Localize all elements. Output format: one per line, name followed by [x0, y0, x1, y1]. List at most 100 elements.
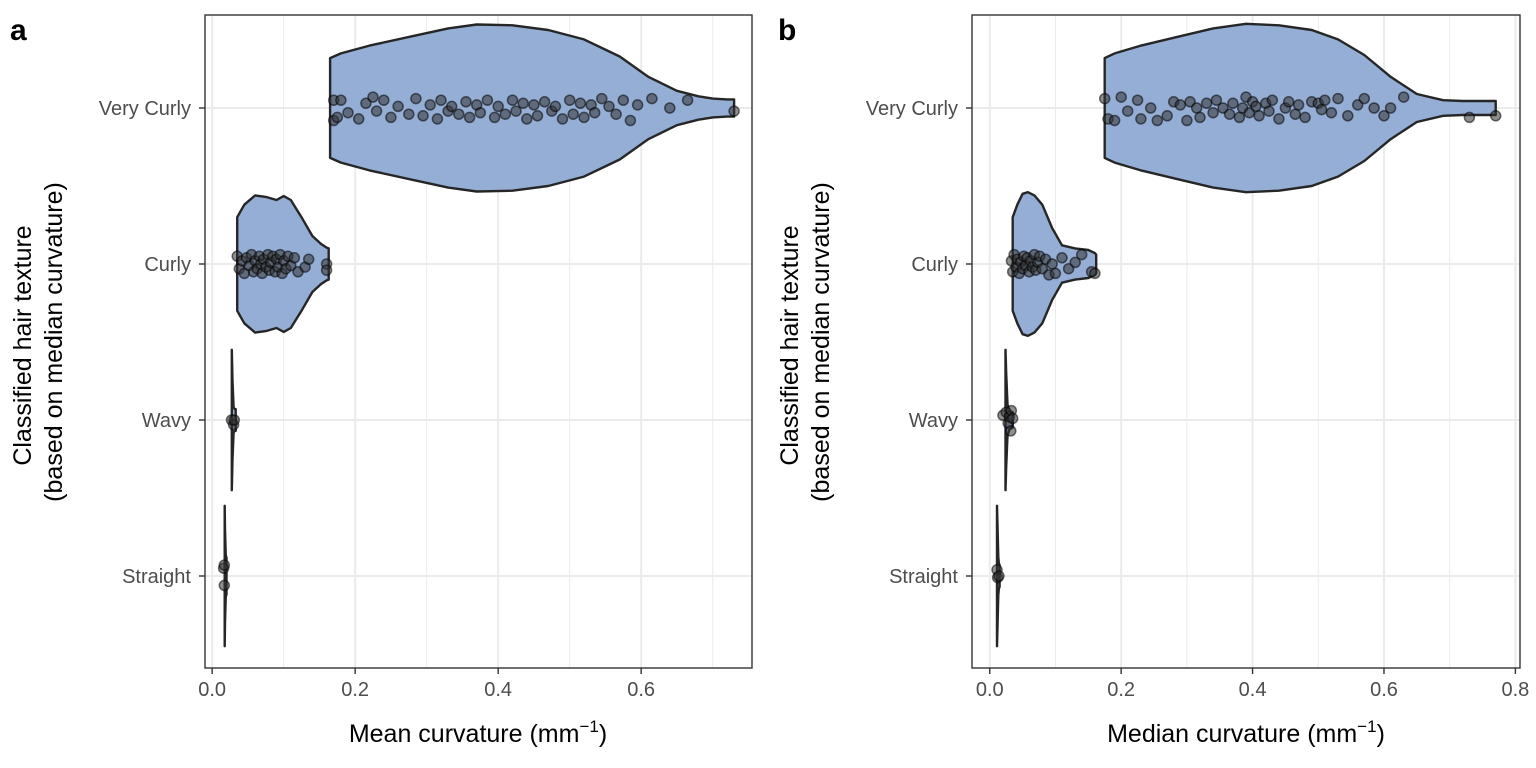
panel-a-point-very-curly — [664, 102, 676, 114]
panel-a-point-very-curly — [538, 96, 551, 108]
panel-b-x-tick-label: 0.4 — [1239, 679, 1267, 701]
panel-a-point-very-curly — [596, 92, 608, 105]
panel-b-point-very-curly — [1121, 105, 1134, 117]
panel-b-point-very-curly — [1098, 92, 1111, 105]
panel-a-x-tick-label: 0.4 — [484, 679, 512, 701]
panel-a-y-tick-label-straight: Straight — [122, 566, 191, 588]
panel-b-point-very-curly — [1282, 96, 1295, 108]
panel-a-point-very-curly — [521, 113, 533, 125]
panel-b-point-very-curly — [1174, 99, 1187, 111]
panel-b-frame — [971, 14, 1521, 669]
panel-b-point-very-curly — [1161, 110, 1173, 122]
panel-b-point-very-curly — [1115, 91, 1127, 103]
panel-a-y-axis-title: Classified hair texture (based on median… — [9, 182, 68, 502]
panel-a-point-very-curly — [510, 105, 522, 117]
panel-a-axes: 0.0 0.2 0.4 0.6 Very Curly Curly Wavy Straight — [99, 98, 655, 701]
panel-a-point-very-curly — [556, 113, 569, 125]
panel-b-point-curly — [1069, 256, 1081, 269]
panel-a: a 0.0 0.2 0.4 0.6 Very Curly Curly Wavy Straigh… — [9, 14, 753, 748]
panel-a-point-very-curly — [603, 100, 615, 113]
panel-b-point-very-curly — [1289, 108, 1302, 120]
panel-b-point-very-curly — [1384, 102, 1397, 114]
panel-a-x-axis-title: Mean curvature (mm−1) — [349, 717, 607, 748]
panel-b: b 0.0 0.2 0.4 0.6 0.8 Very Curly Curly Wavy Stra… — [776, 14, 1529, 748]
panel-a-y-tick-label-wavy: Wavy — [142, 410, 191, 432]
panel-a-point-very-curly — [610, 108, 622, 120]
panel-a-point-very-curly — [463, 111, 476, 124]
panel-a-point-very-curly — [574, 97, 587, 110]
panel-a-point-curly — [288, 252, 301, 264]
panel-b-point-very-curly — [1463, 111, 1476, 124]
panel-b-y-tick-label-straight: Straight — [889, 566, 958, 588]
panel-b-x-axis-title: Median curvature (mm−1) — [1107, 717, 1385, 748]
panel-b-point-very-curly — [1263, 105, 1275, 117]
panel-a-point-very-curly — [681, 94, 694, 106]
panel-a-point-very-curly — [474, 106, 487, 119]
panel-b-point-very-curly — [1227, 97, 1239, 110]
panel-a-point-very-curly — [342, 106, 354, 119]
panel-a-point-very-curly — [588, 106, 601, 119]
panel-a-point-very-curly — [435, 94, 447, 106]
panel-b-point-wavy — [1005, 425, 1017, 437]
panel-b-x-tick-label: 0.8 — [1501, 679, 1529, 701]
panel-a-x-tick-label: 0.2 — [341, 679, 369, 701]
panel-b-point-straight — [993, 570, 1005, 582]
panel-a-y-tick-label-curly: Curly — [144, 254, 191, 276]
panel-b-point-very-curly — [1292, 99, 1305, 111]
panel-a-point-very-curly — [646, 92, 658, 105]
panel-a-point-very-curly — [424, 99, 436, 111]
panel-b-point-very-curly — [1325, 106, 1338, 119]
panel-b-point-very-curly — [1397, 91, 1410, 103]
panel-b-point-very-curly — [1315, 103, 1328, 116]
panel-b-point-very-curly — [1250, 100, 1262, 113]
panel-a-point-curly — [302, 253, 315, 266]
panel-b-x-tick-label: 0.2 — [1107, 679, 1135, 701]
panel-b-point-curly — [1056, 252, 1068, 264]
panel-b-point-very-curly — [1144, 102, 1157, 114]
panel-a-point-very-curly — [549, 100, 562, 113]
panel-b-point-very-curly — [1253, 110, 1265, 122]
panel-b-y-tick-label-very-curly: Very Curly — [866, 98, 958, 120]
panel-a-point-very-curly — [567, 108, 579, 120]
panel-a-point-very-curly — [360, 97, 372, 110]
panel-b-y-tick-label-curly: Curly — [911, 254, 958, 276]
panel-b-point-very-curly — [1223, 108, 1236, 120]
panel-a-point-very-curly — [624, 114, 637, 127]
panel-b-point-very-curly — [1273, 113, 1285, 125]
panel-b-y-axis-title: Classified hair texture (based on median… — [776, 182, 835, 502]
panel-a-point-very-curly — [563, 94, 576, 106]
panel-b-point-very-curly — [1181, 114, 1193, 127]
panel-a-y-tick-label-very-curly: Very Curly — [99, 98, 191, 120]
panel-a-point-very-curly — [492, 100, 504, 113]
panel-a-point-very-curly — [631, 99, 644, 111]
panel-b-point-very-curly — [1233, 111, 1246, 124]
panel-a-point-very-curly — [403, 108, 415, 120]
panel-a-point-very-curly — [460, 96, 472, 108]
panel-a-frame — [204, 14, 753, 669]
panel-a-point-very-curly — [481, 94, 494, 106]
panel-a-point-very-curly — [367, 91, 379, 103]
panel-a-point-very-curly — [531, 110, 544, 122]
panel-a-point-very-curly — [352, 113, 365, 125]
panel-b-axes: 0.0 0.2 0.4 0.6 0.8 Very Curly Curly Wavy Straig… — [866, 98, 1530, 701]
panel-a-point-very-curly — [499, 108, 512, 120]
panel-a-point-curly — [320, 264, 333, 276]
panel-b-point-very-curly — [1266, 94, 1279, 106]
panel-b-point-very-curly — [1207, 106, 1219, 119]
panel-b-point-curly — [1089, 267, 1101, 280]
panel-a-point-straight — [218, 559, 231, 571]
panel-b-point-very-curly — [1200, 97, 1213, 110]
panel-b-point-very-curly — [1299, 111, 1311, 124]
panel-b-point-very-curly — [1151, 114, 1164, 127]
panel-a-point-very-curly — [728, 105, 740, 117]
panel-a-violin-straight — [223, 504, 228, 648]
panel-b-point-very-curly — [1332, 92, 1344, 105]
panel-b-point-curly — [1049, 267, 1062, 280]
panel-b-point-wavy — [1006, 412, 1019, 425]
panel-a-point-very-curly — [506, 94, 519, 106]
panel-b-point-curly — [1046, 258, 1058, 270]
panel-a-point-very-curly — [453, 108, 465, 120]
panel-b-point-very-curly — [1210, 94, 1223, 106]
panel-a-point-very-curly — [331, 111, 344, 124]
